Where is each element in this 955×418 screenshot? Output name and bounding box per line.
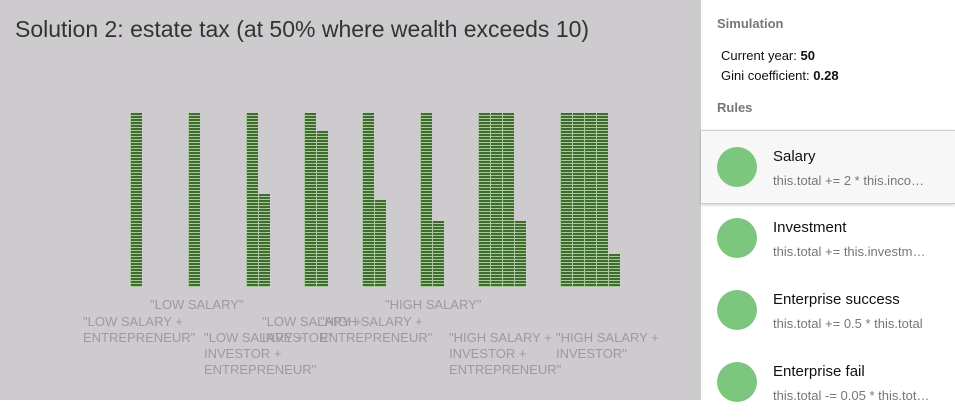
rule-card[interactable]: Investment this.total += this.investm… <box>701 202 955 274</box>
wealth-column <box>514 221 526 287</box>
stat: Current year: 50 <box>721 48 815 63</box>
wealth-column <box>596 113 608 287</box>
rule-name: Investment <box>773 219 847 236</box>
rule-card[interactable]: Salary this.total += 2 * this.inco… <box>701 130 955 204</box>
rule-name: Salary <box>773 148 816 165</box>
rule-icon <box>717 290 757 330</box>
group-label: "HIGH SALARY + INVESTOR" <box>556 330 659 361</box>
wealth-column <box>584 113 596 287</box>
group-label: "LOW SALARY" <box>150 297 244 312</box>
page: Solution 2: estate tax (at 50% where wea… <box>0 0 955 403</box>
rule-name: Enterprise fail <box>773 363 865 380</box>
title: Solution 2: estate tax (at 50% where wea… <box>15 16 590 42</box>
wealth-column <box>608 254 620 287</box>
stat-label: Gini coefficient: <box>721 68 810 83</box>
wealth-column <box>362 113 374 287</box>
rule-code: this.total -= 0.05 * this.tot… <box>773 388 930 403</box>
group-label: "HIGH SALARY" <box>385 297 482 312</box>
sidebar: Simulation Current year: 50 Gini coeffic… <box>701 0 955 403</box>
wealth-column <box>572 113 584 287</box>
group-label: "LOW SALARY + INVESTOR + ENTREPRENEUR" <box>204 330 317 377</box>
wealth-column <box>258 194 270 287</box>
section-heading: Rules <box>717 100 753 115</box>
group-label: "LOW SALARY + ENTREPRENEUR" <box>83 314 196 345</box>
rule-card[interactable]: Enterprise success this.total += 0.5 * th… <box>701 274 955 346</box>
wealth-column <box>420 113 432 287</box>
stat-label: Current year: <box>721 48 797 63</box>
stat-value: 0.28 <box>813 68 839 83</box>
group-label: "HIGH SALARY + ENTREPRENEUR" <box>320 314 433 345</box>
wealth-column <box>560 113 572 287</box>
wealth-column <box>502 113 514 287</box>
wealth-column <box>478 113 490 287</box>
rule-icon <box>717 147 757 187</box>
rule-icon <box>717 362 757 402</box>
stat-value: 50 <box>800 48 815 63</box>
wealth-column <box>188 113 200 287</box>
section-heading: Simulation <box>717 16 784 31</box>
wealth-column <box>246 113 258 287</box>
wealth-column <box>304 113 316 287</box>
rule-icon <box>717 218 757 258</box>
stat: Gini coefficient: 0.28 <box>721 68 839 83</box>
wealth-column <box>130 113 142 287</box>
group-label: "LOW SALARY + INVESTOR" <box>262 314 362 345</box>
wealth-column <box>316 131 328 287</box>
simulation-view: Solution 2: estate tax (at 50% where wea… <box>0 0 701 400</box>
rule-card[interactable]: Enterprise fail this.total -= 0.05 * this… <box>701 346 955 418</box>
wealth-column <box>432 221 444 287</box>
rule-name: Enterprise success <box>773 291 900 308</box>
wealth-column <box>490 113 502 287</box>
wealth-column <box>374 200 386 287</box>
rule-code: this.total += this.investm… <box>773 244 926 259</box>
group-label: "HIGH SALARY + INVESTOR + ENTREPRENEUR" <box>449 330 562 377</box>
rule-code: this.total += 0.5 * this.total <box>773 316 923 331</box>
rule-code: this.total += 2 * this.inco… <box>773 173 925 188</box>
